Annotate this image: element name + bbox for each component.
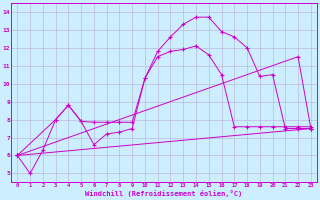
X-axis label: Windchill (Refroidissement éolien,°C): Windchill (Refroidissement éolien,°C) xyxy=(85,190,243,197)
